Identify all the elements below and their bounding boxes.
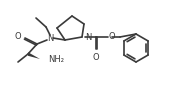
Polygon shape: [28, 52, 40, 59]
Text: O: O: [14, 31, 21, 40]
Text: NH₂: NH₂: [48, 55, 64, 64]
Text: N: N: [47, 33, 53, 42]
Text: O: O: [93, 53, 99, 62]
Text: N: N: [85, 32, 91, 41]
Text: O: O: [109, 31, 116, 40]
